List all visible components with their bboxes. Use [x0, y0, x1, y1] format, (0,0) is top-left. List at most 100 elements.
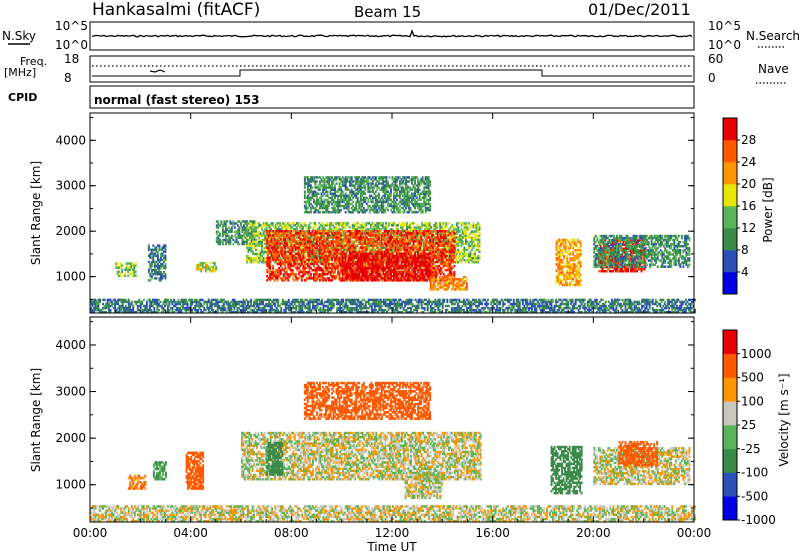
power-cell-5	[302, 264, 305, 268]
power-cell-5	[299, 262, 302, 266]
power-cell-1	[150, 260, 153, 264]
power-cell-4	[455, 228, 458, 231]
power-cell-4	[474, 224, 476, 227]
power-cell-4	[324, 228, 327, 231]
power-cell-6	[417, 252, 420, 255]
power-cell-4	[329, 234, 332, 237]
power-cell-3	[220, 220, 223, 223]
power-cell-4	[458, 240, 461, 243]
power-cell-4	[471, 236, 473, 239]
power-cell-5	[323, 256, 326, 260]
power-cell-5	[306, 273, 309, 276]
power-cell-4	[262, 224, 265, 227]
power-cell-5	[453, 232, 456, 235]
power-cell-4	[377, 256, 380, 260]
power-cell-4	[457, 228, 460, 231]
power-cell-5	[276, 238, 279, 241]
cpid-label: CPID	[8, 91, 37, 104]
power-cell-3	[232, 238, 235, 242]
power-cell-4	[267, 224, 270, 227]
power-cell-5	[287, 279, 290, 282]
power-cell-4	[326, 224, 329, 227]
power-cell-4	[277, 246, 280, 250]
power-cell-4	[315, 224, 318, 227]
power-cell-0	[133, 270, 136, 273]
power-cell-5	[320, 250, 323, 253]
power-cell-4	[474, 242, 476, 245]
power-cell-4	[285, 240, 288, 243]
power-cell-5	[287, 250, 290, 253]
power-cell-4	[478, 228, 481, 231]
power-cell-6	[365, 271, 368, 274]
power-cell-4	[412, 234, 415, 237]
power-cell-4	[425, 242, 428, 245]
power-cell-5	[294, 256, 297, 260]
power-cell-5	[275, 232, 278, 235]
power-cell-5	[303, 256, 306, 260]
power-cell-0	[116, 272, 119, 275]
power-cell-4	[381, 224, 384, 227]
power-cell-3	[217, 238, 220, 242]
power-cell-0	[124, 272, 127, 275]
power-cell-4	[321, 228, 324, 231]
power-cell-4	[261, 261, 264, 264]
power-cell-5	[310, 254, 312, 258]
power-cell-4	[397, 234, 399, 237]
power-cell-1	[153, 254, 156, 258]
power-cell-5	[314, 266, 317, 270]
power-cell-4	[324, 242, 327, 245]
power-cell-5	[278, 234, 281, 237]
power-cell-5	[319, 275, 321, 278]
power-cell-3	[221, 234, 224, 238]
power-cell-4	[292, 222, 295, 225]
power-cell-4	[326, 252, 329, 256]
power-cell-4	[277, 226, 280, 229]
power-cell-4	[342, 248, 345, 252]
power-cell-1	[150, 262, 153, 266]
power-cell-5	[290, 238, 293, 241]
power-cell-3	[217, 224, 220, 227]
power-cell-5	[296, 264, 299, 268]
power-cell-4	[306, 228, 309, 231]
power-cell-6	[373, 256, 376, 260]
power-cell-4	[288, 244, 291, 248]
power-cell-4	[252, 224, 255, 227]
power-cell-5	[294, 258, 297, 262]
power-cell-5	[382, 244, 385, 247]
power-cell-4	[304, 242, 307, 245]
power-cell-5	[284, 271, 287, 274]
power-cell-5	[300, 258, 303, 262]
power-cell-4	[472, 224, 475, 227]
power-cell-4	[427, 222, 430, 225]
power-cell-4	[455, 222, 458, 225]
power-cell-4	[259, 254, 262, 258]
power-cell-4	[315, 248, 318, 252]
power-cell-4	[365, 222, 368, 225]
power-cell-3	[224, 236, 227, 240]
power-cell-4	[372, 226, 375, 229]
power-cell-4	[416, 226, 419, 229]
power-cell-5	[313, 260, 315, 264]
power-cell-4	[247, 256, 250, 260]
power-cell-4	[252, 258, 255, 262]
power-cell-5	[303, 268, 306, 272]
power-cell-5	[305, 234, 308, 237]
power-cell-4	[478, 240, 481, 243]
power-cell-4	[309, 226, 312, 229]
power-cell-4	[286, 226, 289, 229]
power-cell-5	[290, 254, 293, 258]
power-cell-5	[291, 254, 294, 258]
power-cell-4	[321, 232, 324, 235]
power-cell-5	[326, 273, 329, 276]
power-cell-5	[279, 234, 282, 237]
power-cell-4	[295, 244, 298, 248]
power-cell-6	[417, 271, 420, 274]
power-cell-4	[353, 240, 356, 243]
power-cell-5	[308, 266, 311, 270]
power-cell-5	[282, 252, 285, 255]
power-cell-4	[327, 256, 330, 260]
power-cell-4	[445, 256, 448, 260]
power-cell-1	[147, 246, 150, 249]
power-cell-5	[275, 258, 278, 262]
power-cell-4	[449, 238, 452, 241]
